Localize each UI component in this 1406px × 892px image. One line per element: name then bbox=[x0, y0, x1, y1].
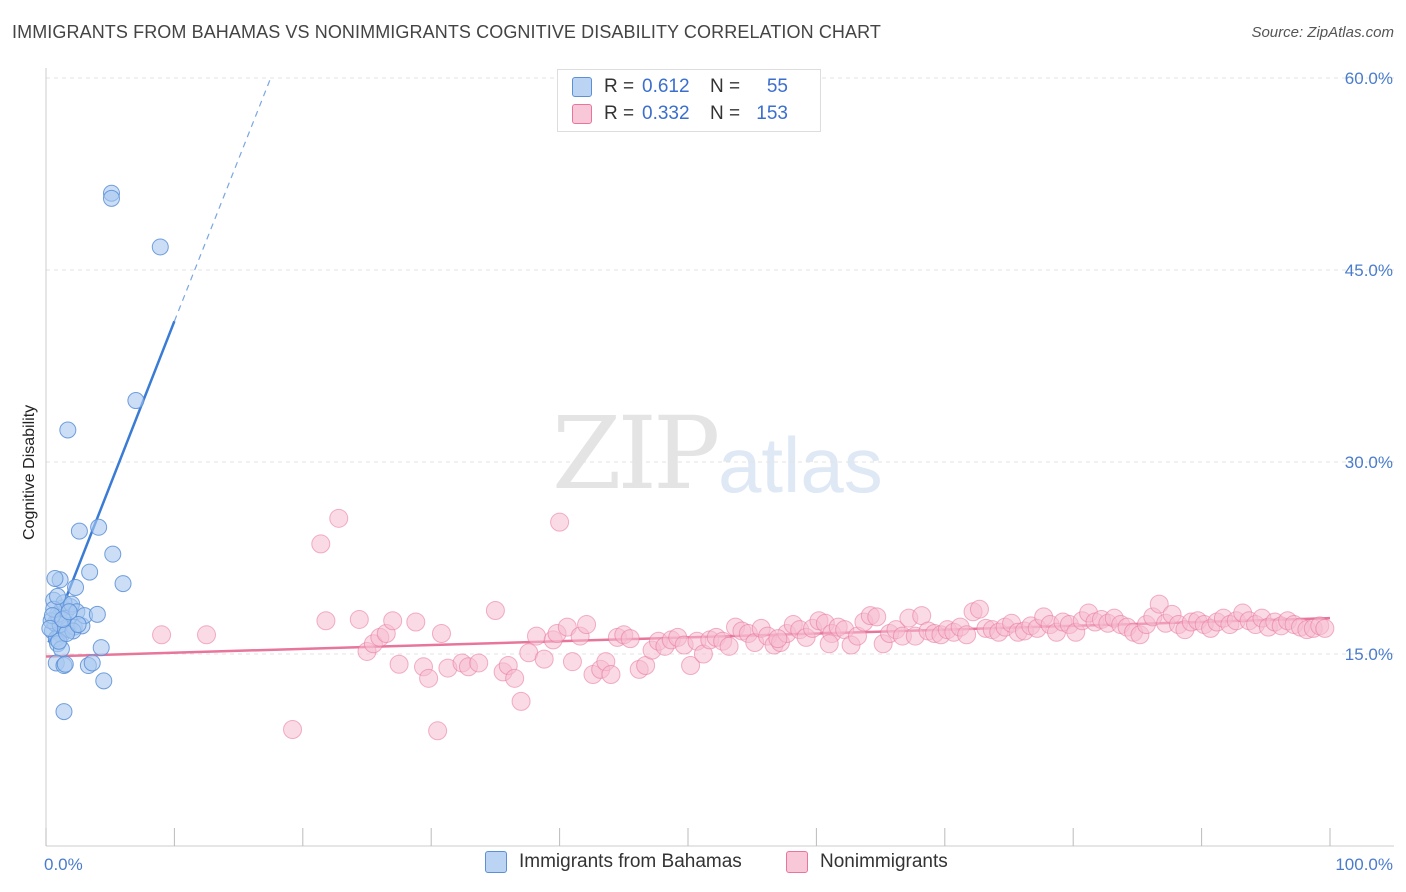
point-nonimmigrants bbox=[957, 625, 977, 645]
point-nonimmigrants bbox=[283, 720, 303, 740]
legend-r-label: R = bbox=[604, 103, 635, 124]
point-nonimmigrants bbox=[526, 626, 546, 646]
point-bahamas bbox=[69, 616, 87, 634]
point-nonimmigrants bbox=[601, 664, 621, 684]
point-nonimmigrants bbox=[316, 611, 336, 631]
grid-lines bbox=[46, 77, 1394, 655]
point-bahamas bbox=[41, 619, 59, 637]
point-bahamas bbox=[114, 575, 132, 593]
x-tick-label: 0.0% bbox=[44, 855, 83, 874]
point-bahamas bbox=[70, 522, 88, 540]
point-bahamas bbox=[88, 605, 106, 623]
tick-labels: 15.0% 30.0% 45.0% 60.0% 0.0% 100.0% bbox=[44, 69, 1393, 874]
point-nonimmigrants bbox=[550, 512, 570, 532]
point-nonimmigrants bbox=[329, 508, 349, 528]
y-tick-label: 30.0% bbox=[1345, 453, 1393, 472]
point-bahamas bbox=[59, 421, 77, 439]
trendline-bahamas-extension bbox=[173, 77, 272, 322]
point-nonimmigrants bbox=[428, 721, 448, 741]
point-nonimmigrants bbox=[867, 607, 887, 627]
point-nonimmigrants bbox=[620, 629, 640, 649]
point-nonimmigrants bbox=[311, 534, 331, 554]
legend-r-value: 0.612 bbox=[642, 76, 690, 97]
point-bahamas bbox=[90, 518, 108, 536]
point-nonimmigrants bbox=[719, 636, 739, 656]
legend-n-value: 153 bbox=[756, 103, 788, 124]
x-tick-label: 100.0% bbox=[1335, 855, 1393, 874]
legend-swatch-pink bbox=[572, 104, 592, 124]
point-bahamas bbox=[83, 654, 101, 672]
point-nonimmigrants bbox=[389, 654, 409, 674]
point-nonimmigrants bbox=[406, 612, 426, 632]
bottom-legend-swatch-blue bbox=[485, 851, 507, 873]
point-nonimmigrants bbox=[485, 600, 505, 620]
y-axis-label: Cognitive Disability bbox=[21, 405, 38, 540]
point-bahamas bbox=[102, 189, 120, 207]
point-nonimmigrants bbox=[1149, 594, 1169, 614]
bottom-legend-bahamas: Immigrants from Bahamas bbox=[485, 851, 742, 873]
y-tick-label: 60.0% bbox=[1345, 69, 1393, 88]
point-bahamas bbox=[56, 655, 74, 673]
point-bahamas bbox=[60, 603, 78, 621]
point-bahamas bbox=[55, 703, 73, 721]
axes bbox=[45, 68, 1394, 847]
bottom-legend-nonimmigrants: Nonimmigrants bbox=[786, 851, 948, 873]
point-bahamas bbox=[46, 569, 64, 587]
series-nonimmigrants-points bbox=[152, 508, 1335, 741]
point-nonimmigrants bbox=[577, 615, 597, 635]
point-nonimmigrants bbox=[1315, 618, 1335, 638]
source-label: Source: ZipAtlas.com bbox=[1251, 24, 1394, 41]
legend-r-value: 0.332 bbox=[642, 103, 690, 124]
legend-row-bahamas: R = 0.612 N = 55 bbox=[572, 75, 788, 99]
point-nonimmigrants bbox=[197, 625, 216, 645]
legend-r-label: R = bbox=[604, 76, 635, 97]
point-bahamas bbox=[49, 587, 67, 605]
point-nonimmigrants bbox=[469, 653, 489, 673]
point-nonimmigrants bbox=[349, 609, 369, 629]
point-bahamas bbox=[151, 238, 169, 256]
point-bahamas bbox=[67, 578, 85, 596]
trend-lines bbox=[45, 77, 1331, 658]
watermark-atlas: atlas bbox=[718, 421, 883, 509]
point-bahamas bbox=[95, 672, 113, 690]
point-nonimmigrants bbox=[969, 599, 989, 619]
point-nonimmigrants bbox=[819, 634, 839, 654]
y-tick-label: 45.0% bbox=[1345, 261, 1393, 280]
point-nonimmigrants bbox=[562, 652, 582, 672]
legend-swatch-blue bbox=[572, 77, 592, 97]
point-nonimmigrants bbox=[511, 691, 531, 711]
y-tick-label: 15.0% bbox=[1345, 645, 1393, 664]
point-nonimmigrants bbox=[419, 668, 439, 688]
correlation-legend: R = 0.612 N = 55 R = 0.332 N = 153 bbox=[557, 69, 821, 132]
point-bahamas bbox=[104, 545, 122, 563]
point-nonimmigrants bbox=[505, 668, 525, 688]
point-nonimmigrants bbox=[681, 656, 701, 676]
trendline-bahamas bbox=[47, 320, 176, 643]
point-bahamas bbox=[81, 563, 99, 581]
point-bahamas bbox=[92, 639, 110, 657]
series-bahamas-points bbox=[41, 184, 169, 721]
bottom-legend-swatch-pink bbox=[786, 851, 808, 873]
watermark-zip: ZIP bbox=[552, 395, 720, 512]
chart-title: IMMIGRANTS FROM BAHAMAS VS NONIMMIGRANTS… bbox=[12, 22, 881, 42]
point-nonimmigrants bbox=[534, 649, 554, 669]
legend-n-label: N = bbox=[710, 76, 741, 97]
legend-n-label: N = bbox=[710, 103, 741, 124]
point-nonimmigrants bbox=[383, 611, 403, 631]
bottom-legend-label-bahamas: Immigrants from Bahamas bbox=[519, 851, 742, 872]
legend-row-nonimmigrants: R = 0.332 N = 153 bbox=[572, 102, 788, 126]
bottom-legend-label-nonimmigrants: Nonimmigrants bbox=[820, 851, 948, 872]
point-bahamas bbox=[127, 392, 145, 410]
point-nonimmigrants bbox=[431, 624, 451, 644]
point-nonimmigrants bbox=[152, 625, 172, 645]
point-nonimmigrants bbox=[768, 629, 788, 649]
legend-n-value: 55 bbox=[766, 76, 788, 97]
